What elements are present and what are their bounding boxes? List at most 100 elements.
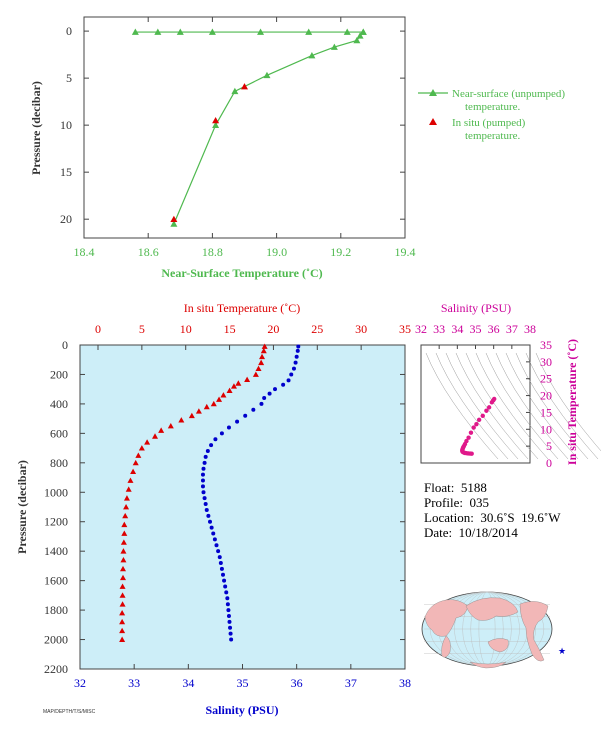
temperature-tick-label: 15: [224, 322, 236, 336]
ts-point: [471, 425, 476, 430]
salinity-point: [201, 466, 206, 471]
ts-y-tick-label: 25: [540, 372, 552, 386]
salinity-tick-label: 35: [237, 676, 249, 690]
salinity-tick-label: 33: [128, 676, 140, 690]
top-x-tick-label: 18.4: [74, 245, 95, 259]
ts-density-contours: [425, 352, 601, 460]
salinity-point: [218, 560, 223, 565]
pumped-temperature-point: [241, 83, 248, 90]
float-info: Float: 5188 Profile: 035 Location: 30.6˚…: [424, 480, 560, 540]
temperature-point: [119, 636, 126, 642]
temperature-point: [260, 347, 267, 354]
salinity-point: [228, 625, 233, 630]
temperature-point: [178, 417, 185, 423]
temperature-tick-label: 35: [399, 322, 411, 336]
ts-y-tick-label: 20: [540, 389, 552, 403]
salinity-point: [221, 572, 225, 577]
salinity-point: [289, 372, 294, 377]
salinity-point: [293, 360, 298, 365]
salinity-point: [226, 613, 231, 618]
temperature-point: [121, 521, 128, 528]
salinity-point: [202, 496, 207, 501]
salinity-point: [281, 382, 286, 387]
world-map: ★: [421, 591, 566, 669]
temperature-tick-label: 0: [95, 322, 101, 336]
temperature-point: [188, 412, 195, 419]
ts-y-tick-label: 30: [540, 355, 552, 369]
temperature-point: [123, 495, 130, 501]
density-contour: [515, 352, 589, 460]
unpumped-temperature-point: [353, 37, 361, 44]
profile-y-axis-label: Pressure (decibar): [15, 460, 29, 554]
pressure-tick-label: 1800: [44, 603, 68, 617]
unpumped-temperature-point: [131, 28, 139, 35]
ts-x-tick-label: 37: [506, 322, 518, 336]
legend-label-unpumped-line2: temperature.: [465, 101, 521, 113]
salinity-point: [286, 378, 291, 383]
salinity-point: [296, 344, 301, 349]
profile-series: [119, 343, 301, 642]
temperature-point: [120, 539, 127, 545]
profile-date: Date: 10/18/2014: [424, 525, 518, 540]
ts-point: [468, 430, 474, 435]
top-x-tick-label: 19.0: [266, 245, 287, 259]
float-location: Location: 30.6˚S 19.6˚W: [424, 510, 561, 525]
unpumped-temperature-point: [170, 220, 178, 227]
salinity-point: [204, 507, 209, 512]
salinity-tick-label: 36: [291, 676, 303, 690]
legend-marker-pumped: [429, 118, 437, 125]
footer-code: MAP/DEPTH/T/S/MISC: [43, 709, 96, 715]
pressure-tick-label: 2200: [44, 662, 68, 676]
top-series: [131, 28, 367, 227]
temperature-point: [210, 400, 217, 407]
temperature-tick-label: 20: [267, 322, 279, 336]
pressure-tick-label: 1600: [44, 574, 68, 588]
salinity-point: [295, 348, 300, 353]
ts-series: [460, 396, 497, 456]
ts-point: [486, 405, 492, 410]
salinity-point: [213, 437, 218, 442]
top-y-axis-label: Pressure (decibar): [29, 81, 43, 175]
temperature-point: [144, 439, 151, 445]
salinity-point: [214, 543, 219, 548]
salinity-point: [225, 596, 230, 601]
pumped-temperature-point: [170, 215, 178, 222]
ts-x-tick-label: 32: [415, 322, 427, 336]
profile-number: Profile: 035: [424, 495, 489, 510]
salinity-point: [235, 419, 240, 424]
salinity-axis-label: Salinity (PSU): [205, 703, 278, 717]
temperature-point: [226, 387, 233, 394]
temperature-point: [158, 427, 165, 433]
ts-point: [469, 451, 474, 456]
salinity-point: [228, 631, 233, 636]
temperature-point: [119, 627, 126, 634]
unpumped-temperature-point: [330, 43, 338, 50]
salinity-point: [273, 387, 277, 392]
top-legend: Near-surface (unpumped) temperature. In …: [418, 88, 565, 142]
temperature-point: [125, 486, 132, 492]
salinity-point: [294, 354, 299, 359]
ts-point: [480, 413, 485, 418]
temperature-point: [255, 365, 262, 371]
temperature-tick-label: 5: [139, 322, 145, 336]
near-surface-temperature-chart: 18.4 18.6 18.8 19.0 19.2 19.4 0 5 10 15 20 Near-Su…: [29, 16, 565, 280]
density-contour: [475, 352, 549, 460]
density-contour: [505, 352, 579, 460]
temperature-point: [123, 504, 130, 510]
salinity-point: [222, 578, 227, 583]
salinity-point: [219, 431, 224, 436]
salinity-point: [227, 619, 232, 624]
map-land-australia: [487, 638, 509, 653]
salinity-point: [205, 449, 210, 454]
pumped-temperature-point: [212, 116, 220, 124]
ts-axis-ticks: 32 33 34 35 36 37 38 0 5 10 15 20 25 30 35: [415, 322, 552, 470]
temperature-point: [220, 392, 227, 398]
salinity-point: [217, 555, 222, 560]
temperature-point: [119, 610, 126, 616]
salinity-point: [291, 366, 296, 371]
map-land-asia: [465, 597, 519, 621]
temperature-tick-label: 25: [311, 322, 323, 336]
profile-chart: 0 5 10 15 20 25 30 35 32 33 34 35 36 37 38 0 200 400 600 80…: [15, 301, 411, 717]
ts-x-tick-label: 36: [488, 322, 500, 336]
salinity-tick-label: 32: [74, 676, 86, 690]
